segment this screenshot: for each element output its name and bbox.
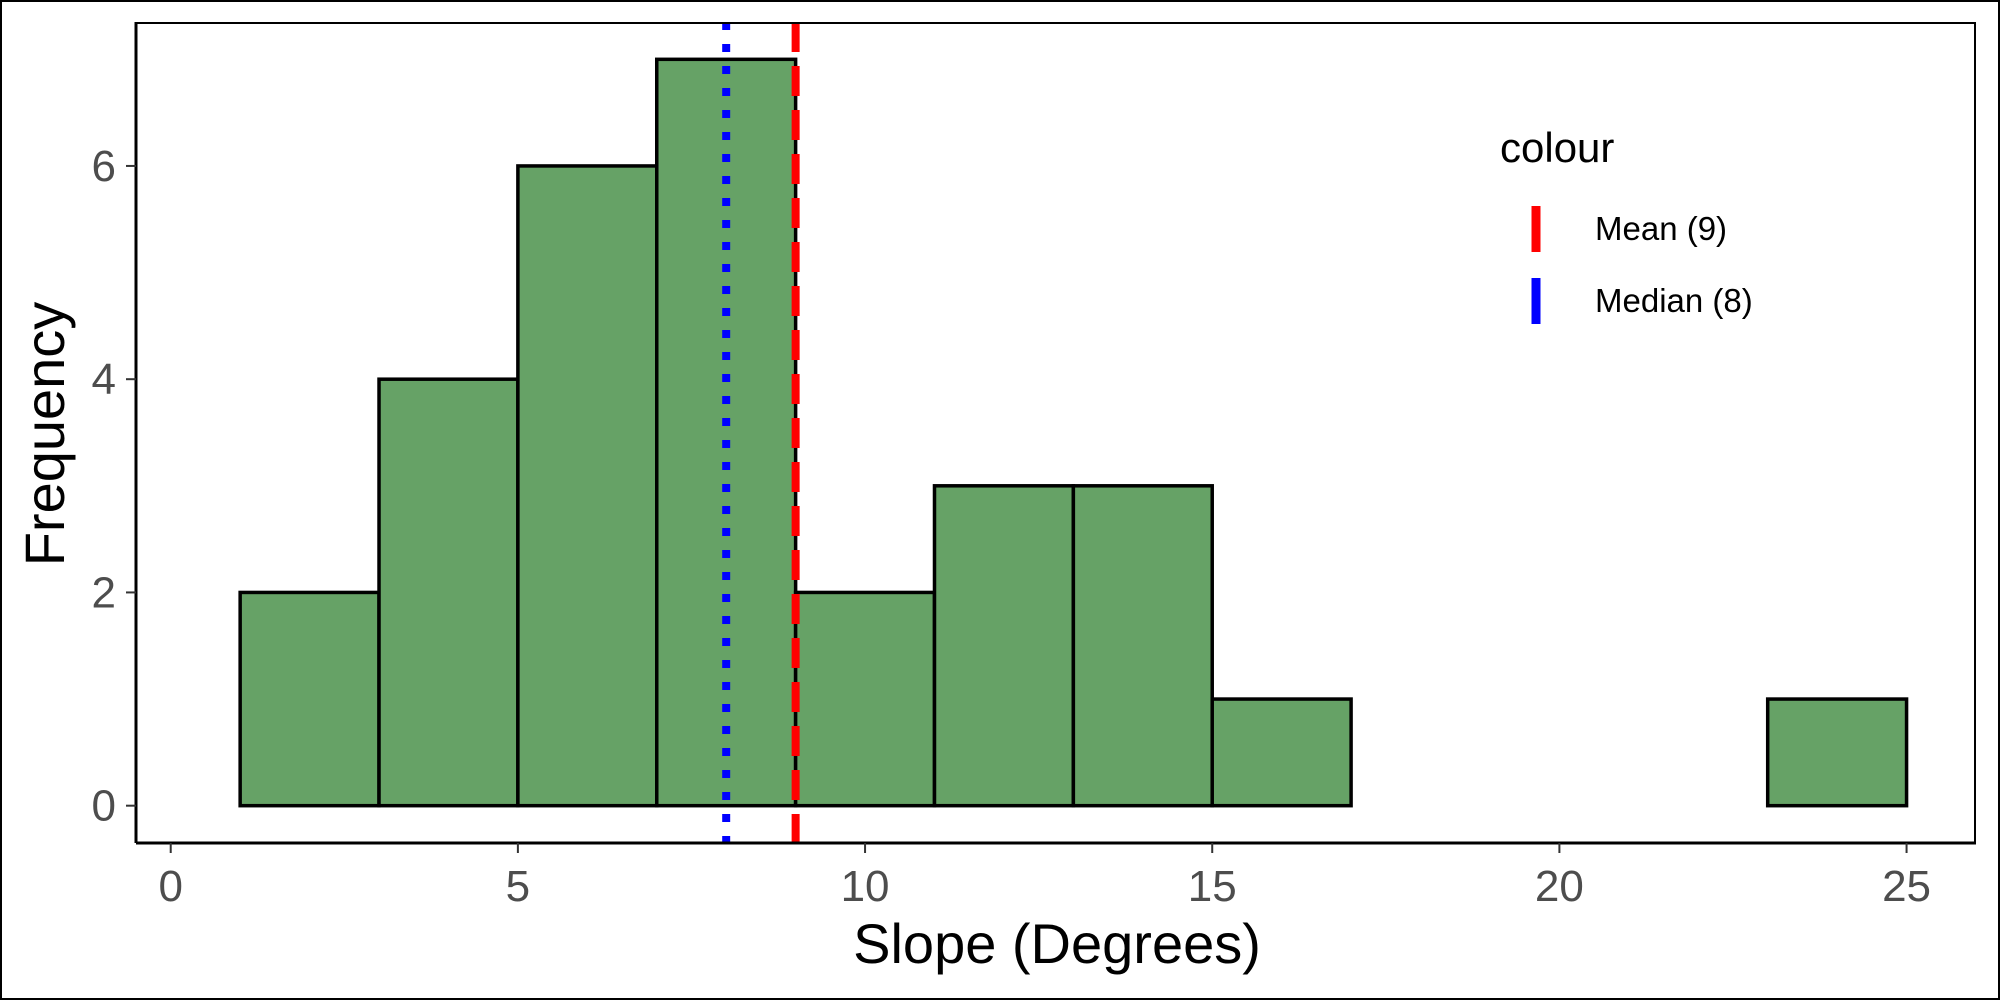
histogram-bar-6 [932,484,1076,808]
histogram-bar-4 [655,57,798,808]
y-tick-label: 4 [92,355,116,404]
histogram-bar-2 [377,377,520,808]
histogram-bar-12 [1765,697,1909,808]
x-tick-label: 5 [506,862,530,911]
x-axis-ticks: 0 5 10 15 20 25 [158,843,1931,911]
plot-area [134,22,1976,845]
y-tick-label: 2 [92,568,116,617]
x-tick-label: 10 [841,862,890,911]
x-tick-label: 15 [1188,862,1237,911]
legend-label-2: Median (8) [1595,282,1753,319]
y-axis-ticks: 0 2 4 6 [92,142,136,831]
x-tick-label: 0 [158,862,182,911]
y-tick-label: 6 [92,142,116,191]
reference-lines [722,22,800,843]
legend-title: colour [1500,124,1614,171]
y-axis-title: Frequency [13,302,76,567]
legend-label-1: Mean (9) [1595,210,1727,247]
histogram-bar-5 [793,590,937,808]
x-axis-title: Slope (Degrees) [853,912,1261,975]
histogram-bar-1 [238,590,381,808]
legend-entries: Mean (9) Median (8) [1531,206,1753,324]
histogram-bars [238,57,1909,808]
x-tick-label: 20 [1535,862,1584,911]
histogram-bar-8 [1210,697,1353,808]
histogram-bar-7 [1071,484,1214,808]
legend: colour Mean (9) Median (8) [1500,124,1753,324]
x-tick-label: 25 [1882,862,1931,911]
histogram-bar-3 [516,164,659,808]
y-tick-label: 0 [92,782,116,831]
